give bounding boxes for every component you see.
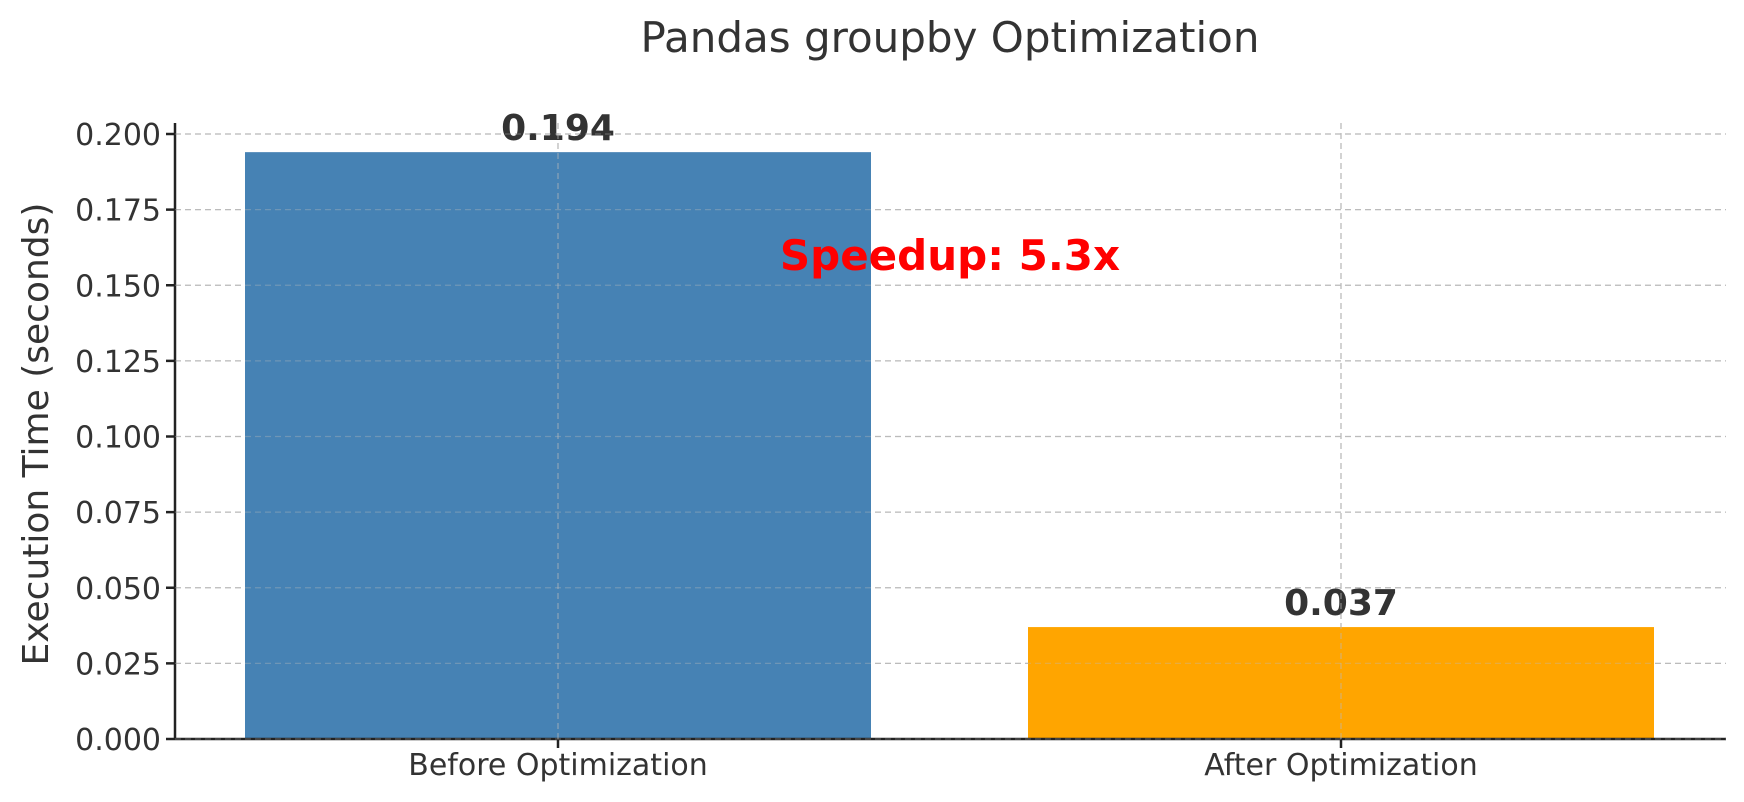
y-tick-label: 0.025 <box>75 647 161 682</box>
x-tick-label: After Optimization <box>1204 748 1478 783</box>
y-tick-label: 0.050 <box>75 572 161 607</box>
x-axis-ticks: Before Optimization After Optimization <box>408 739 1478 783</box>
y-axis-label: Execution Time (seconds) <box>16 203 57 666</box>
axes <box>173 123 1726 741</box>
y-tick-label: 0.100 <box>75 421 161 456</box>
y-tick-label: 0.000 <box>75 723 161 758</box>
y-tick-label: 0.175 <box>75 194 161 229</box>
y-tick-label: 0.200 <box>75 118 161 153</box>
y-tick-label: 0.075 <box>75 496 161 531</box>
y-tick-label: 0.150 <box>75 269 161 304</box>
y-tick-label: 0.125 <box>75 345 161 380</box>
speedup-annotation: Speedup: 5.3x <box>780 231 1120 280</box>
y-axis-ticks: 0.000 0.025 0.050 0.075 0.100 0.125 0.150 0.175… <box>75 118 175 758</box>
chart-title: Pandas groupby Optimization <box>641 13 1260 62</box>
x-tick-label: Before Optimization <box>408 748 708 783</box>
